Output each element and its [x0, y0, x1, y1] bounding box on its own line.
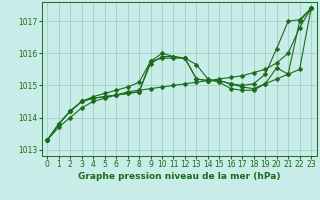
X-axis label: Graphe pression niveau de la mer (hPa): Graphe pression niveau de la mer (hPa) — [78, 172, 280, 181]
